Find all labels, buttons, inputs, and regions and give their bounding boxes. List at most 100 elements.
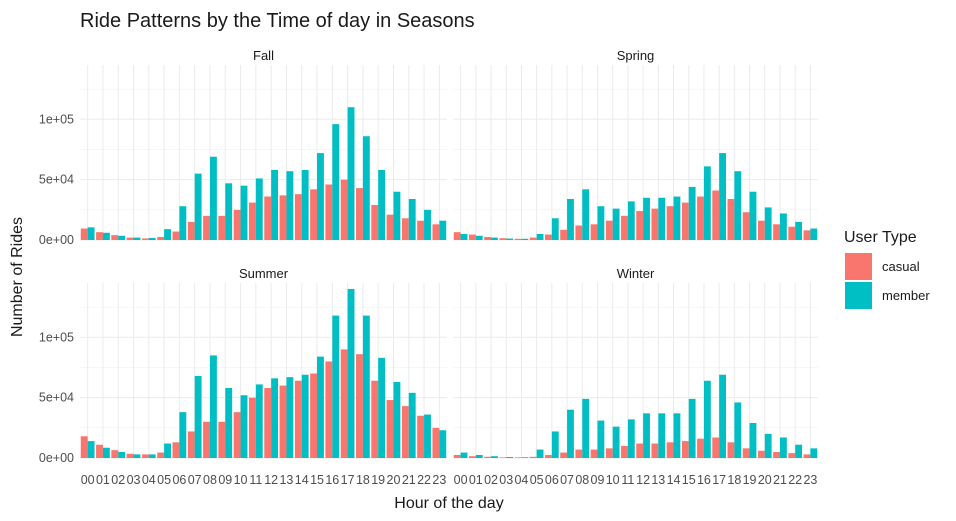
bar-spring-casual-18 [727, 198, 735, 240]
bar-spring-casual-05 [529, 237, 537, 240]
bar-summer-casual-02 [111, 450, 119, 458]
chart-panels: Fall Spring Summer Winter [80, 48, 818, 459]
bar-winter-casual-09 [590, 449, 598, 458]
x-tick-label: 15 [682, 473, 696, 487]
x-tick-label: 09 [591, 473, 605, 487]
bar-summer-member-19 [378, 357, 386, 458]
x-tick-label: 12 [636, 473, 650, 487]
bar-fall-member-02 [118, 235, 126, 240]
bar-spring-casual-17 [712, 190, 720, 240]
bar-winter-casual-16 [697, 438, 704, 458]
x-tick-label: 21 [773, 473, 787, 487]
bar-winter-member-07 [567, 409, 574, 458]
bar-spring-member-14 [673, 196, 681, 240]
bar-summer-member-18 [362, 315, 370, 458]
bar-summer-casual-11 [248, 397, 256, 458]
x-tick-label: 13 [279, 473, 293, 487]
bar-spring-member-00 [460, 233, 468, 240]
bar-summer-casual-01 [96, 444, 103, 458]
bar-winter-member-14 [673, 413, 681, 458]
x-tick-label: 00 [454, 473, 468, 487]
bar-fall-casual-08 [203, 215, 210, 240]
bar-fall-member-14 [301, 170, 309, 240]
bar-spring-member-01 [475, 235, 483, 240]
y-axis-tick-labels: 0e+00 5e+04 1e+05 0e+00 5e+04 1e+05 [39, 112, 74, 465]
bar-summer-casual-20 [386, 400, 394, 458]
bar-summer-member-09 [225, 388, 233, 458]
y-tick-label: 1e+05 [39, 330, 74, 344]
bar-winter-member-15 [688, 398, 696, 458]
bar-winter-casual-23 [803, 454, 811, 458]
bar-winter-casual-19 [742, 448, 750, 458]
bar-fall-member-21 [408, 198, 416, 240]
bar-summer-member-05 [164, 443, 171, 458]
y-tick-label: 5e+04 [39, 391, 74, 405]
bar-spring-member-19 [749, 191, 757, 240]
bar-winter-casual-03 [499, 457, 507, 458]
x-tick-label: 21 [402, 473, 416, 487]
x-tick-label: 07 [188, 473, 202, 487]
bar-fall-casual-18 [356, 188, 363, 240]
bar-winter-casual-00 [453, 454, 461, 458]
bar-summer-member-11 [255, 384, 263, 458]
bar-winter-member-10 [612, 426, 620, 458]
bar-summer-member-10 [240, 395, 248, 458]
x-tick-label: 02 [111, 473, 125, 487]
bar-summer-member-06 [179, 412, 187, 458]
bar-fall-casual-11 [248, 202, 256, 240]
bar-spring-casual-07 [560, 229, 568, 240]
x-tick-label: 04 [142, 473, 156, 487]
x-tick-label: 19 [743, 473, 757, 487]
bar-winter-member-09 [597, 420, 605, 458]
bar-spring-member-07 [567, 198, 574, 240]
bar-summer-member-16 [332, 315, 340, 458]
bar-summer-casual-04 [141, 454, 149, 458]
x-tick-label: 11 [621, 473, 634, 487]
bar-spring-casual-15 [681, 202, 689, 240]
bar-spring-member-13 [658, 197, 666, 240]
bar-summer-casual-13 [279, 385, 287, 458]
bar-summer-member-17 [347, 289, 355, 458]
x-tick-label: 04 [514, 473, 528, 487]
bar-spring-casual-16 [697, 196, 704, 240]
bar-summer-casual-12 [264, 388, 272, 458]
x-tick-label: 02 [484, 473, 498, 487]
x-tick-label: 17 [341, 473, 355, 487]
legend-label-casual: casual [882, 259, 920, 274]
bar-winter-member-11 [627, 419, 635, 458]
bar-summer-member-00 [87, 441, 95, 458]
bar-winter-member-19 [749, 423, 757, 458]
bar-summer-casual-05 [157, 452, 165, 458]
x-tick-label: 17 [712, 473, 726, 487]
bar-fall-member-12 [271, 170, 279, 240]
bar-summer-casual-14 [294, 380, 302, 458]
bar-summer-casual-07 [187, 431, 195, 458]
bar-winter-member-21 [779, 437, 787, 458]
bar-winter-casual-15 [681, 441, 689, 458]
bar-summer-casual-16 [325, 361, 333, 458]
bar-spring-casual-19 [742, 212, 750, 240]
x-tick-label: 09 [218, 473, 232, 487]
x-tick-label: 14 [295, 473, 309, 487]
x-tick-label: 19 [371, 473, 385, 487]
bar-summer-member-08 [209, 355, 217, 458]
bar-summer-casual-17 [340, 349, 348, 458]
y-tick-label: 0e+00 [39, 451, 74, 465]
bar-fall-casual-19 [371, 205, 379, 240]
bar-fall-member-07 [194, 173, 202, 240]
bar-fall-casual-20 [386, 214, 394, 240]
bar-winter-member-22 [795, 444, 803, 458]
bar-spring-member-12 [643, 197, 650, 240]
bar-fall-member-16 [332, 124, 340, 240]
legend-title: User Type [844, 229, 917, 246]
bar-fall-casual-03 [126, 237, 134, 240]
bar-spring-member-02 [491, 237, 498, 240]
panel-summer: Summer [80, 266, 447, 459]
bar-fall-casual-23 [432, 224, 440, 240]
bar-fall-member-10 [240, 185, 248, 240]
bar-winter-casual-20 [757, 450, 765, 458]
legend-swatch-casual [845, 253, 872, 280]
bar-summer-casual-19 [371, 380, 379, 458]
x-tick-label: 05 [530, 473, 544, 487]
bar-spring-member-04 [521, 238, 529, 240]
